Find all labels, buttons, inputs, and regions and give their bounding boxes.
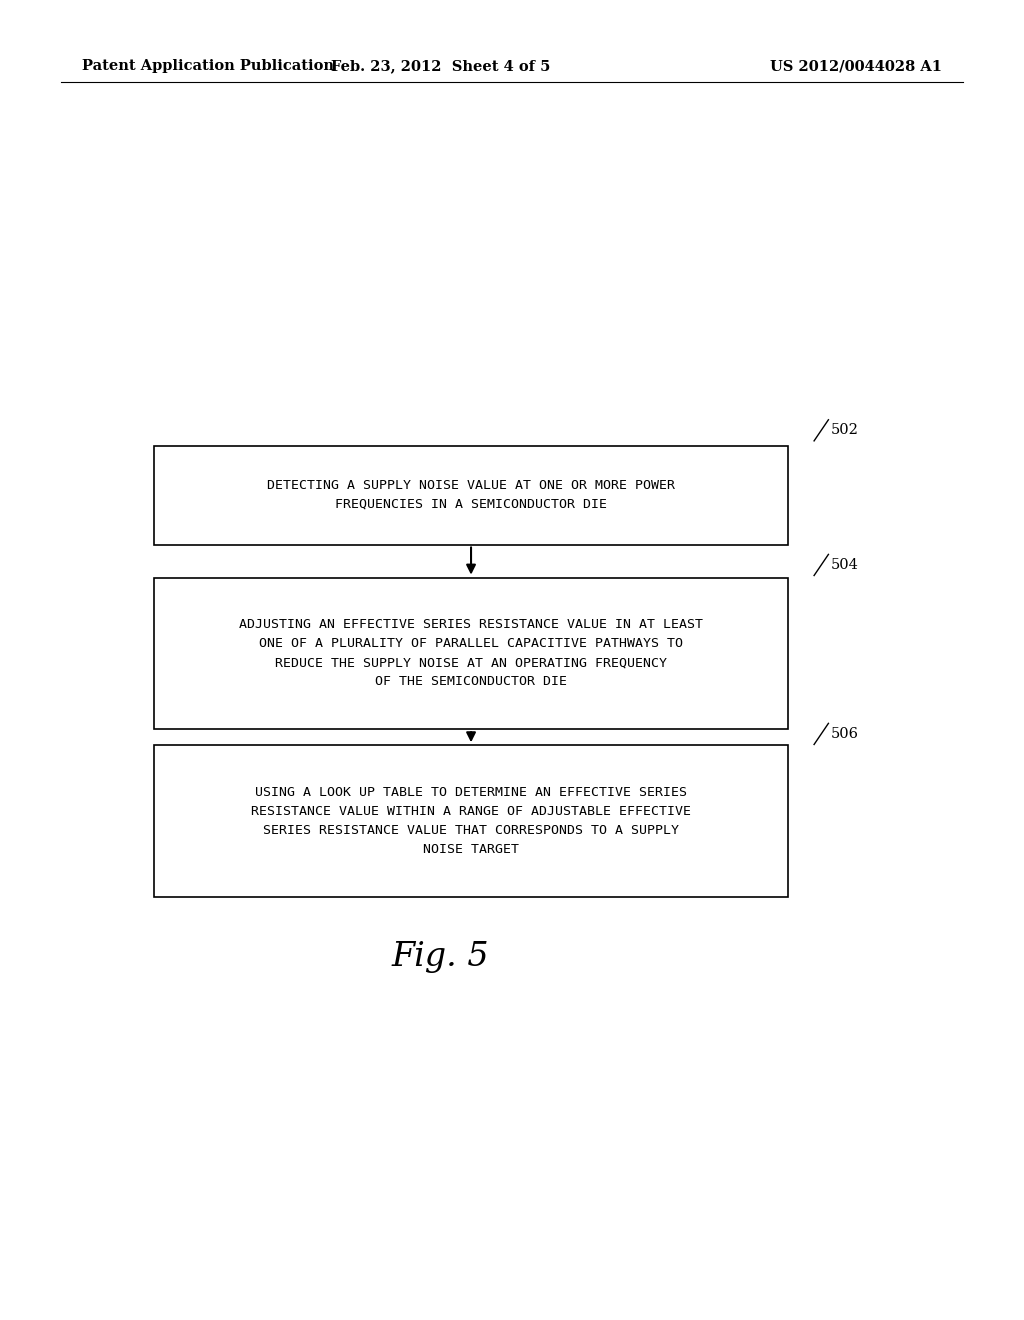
Text: Patent Application Publication: Patent Application Publication <box>82 59 334 74</box>
Text: DETECTING A SUPPLY NOISE VALUE AT ONE OR MORE POWER
FREQUENCIES IN A SEMICONDUCT: DETECTING A SUPPLY NOISE VALUE AT ONE OR… <box>267 479 675 511</box>
Text: ADJUSTING AN EFFECTIVE SERIES RESISTANCE VALUE IN AT LEAST
ONE OF A PLURALITY OF: ADJUSTING AN EFFECTIVE SERIES RESISTANCE… <box>239 618 703 689</box>
Bar <box>154 578 788 729</box>
Bar <box>154 744 788 898</box>
Text: 502: 502 <box>830 422 858 437</box>
Text: Feb. 23, 2012  Sheet 4 of 5: Feb. 23, 2012 Sheet 4 of 5 <box>331 59 550 74</box>
Text: 504: 504 <box>830 557 858 572</box>
Text: 506: 506 <box>830 726 858 741</box>
Bar <box>154 446 788 544</box>
Text: US 2012/0044028 A1: US 2012/0044028 A1 <box>770 59 942 74</box>
Text: Fig. 5: Fig. 5 <box>391 941 489 973</box>
Text: USING A LOOK UP TABLE TO DETERMINE AN EFFECTIVE SERIES
RESISTANCE VALUE WITHIN A: USING A LOOK UP TABLE TO DETERMINE AN EF… <box>251 785 691 857</box>
